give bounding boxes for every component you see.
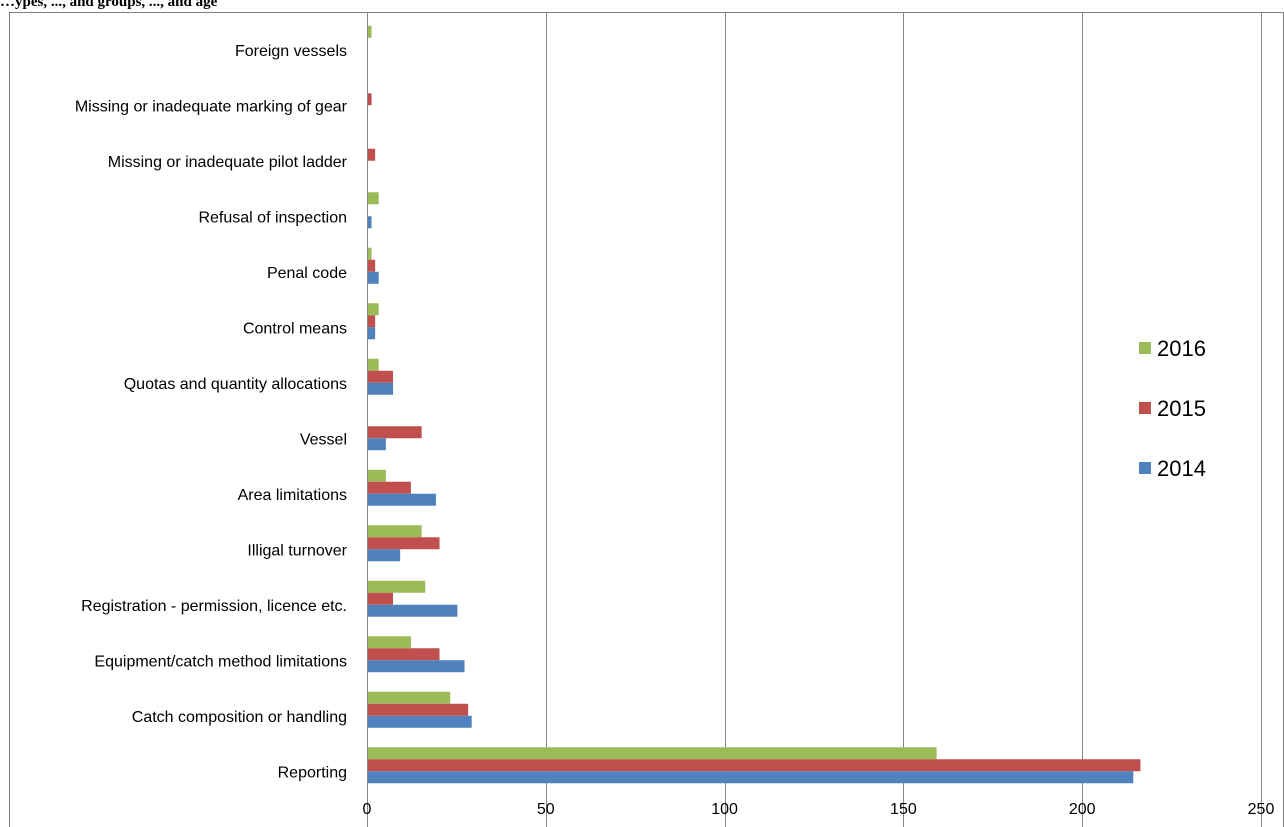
- bar-2015: [368, 537, 440, 550]
- category-label: Equipment/catch method limitations: [94, 653, 347, 670]
- category-label: Control means: [243, 320, 347, 337]
- bar-2014: [368, 216, 372, 229]
- bar-2014: [368, 604, 458, 617]
- bar-2015: [368, 148, 376, 161]
- bar-2014: [368, 715, 472, 728]
- category-label: Catch composition or handling: [132, 709, 347, 726]
- category-label: Vessel: [300, 431, 347, 448]
- legend-swatch-2015: [1139, 402, 1151, 414]
- bar-2014: [368, 382, 394, 395]
- bar-2015: [368, 759, 1141, 772]
- chart-border: [9, 12, 1284, 827]
- bar-2016: [368, 469, 386, 482]
- bar-2016: [368, 303, 379, 316]
- bars: [368, 25, 1141, 784]
- bar-2015: [368, 481, 411, 494]
- bar-2016: [368, 580, 426, 593]
- bar-2015: [368, 259, 376, 272]
- bar-2014: [368, 771, 1134, 784]
- bar-2016: [368, 25, 372, 38]
- category-label: Missing or inadequate pilot ladder: [108, 154, 348, 171]
- legend-label-2014: 2014: [1157, 456, 1206, 481]
- category-label: Foreign vessels: [235, 43, 347, 60]
- x-axis-tick-labels: 0 50 100 150 200 250: [363, 801, 1275, 818]
- legend-label-2016: 2016: [1157, 336, 1206, 361]
- category-label: Area limitations: [238, 487, 347, 504]
- bar-2014: [368, 549, 401, 562]
- bar-2015: [368, 592, 394, 605]
- category-label: Penal code: [267, 265, 347, 282]
- bar-2015: [368, 426, 422, 439]
- page-caption: …ypes, ..., and groups, ..., and age: [0, 0, 218, 10]
- legend-swatch-2014: [1139, 462, 1151, 474]
- category-label: Illigal turnover: [247, 542, 347, 559]
- bar-2014: [368, 438, 386, 451]
- bar-2015: [368, 648, 440, 661]
- legend-label-2015: 2015: [1157, 396, 1206, 421]
- x-tick-label: 200: [1069, 801, 1096, 818]
- category-label: Missing or inadequate marking of gear: [75, 98, 348, 115]
- bar-2014: [368, 271, 379, 284]
- bar-2015: [368, 93, 372, 106]
- legend-swatch-2016: [1139, 342, 1151, 354]
- bar-2016: [368, 192, 379, 205]
- bar-2015: [368, 703, 469, 716]
- bar-2016: [368, 636, 411, 649]
- legend: 2016 2015 2014: [1139, 336, 1206, 481]
- bar-2015: [368, 315, 376, 328]
- category-label: Refusal of inspection: [198, 209, 347, 226]
- x-tick-label: 50: [537, 801, 555, 818]
- gridlines: [367, 12, 1262, 827]
- x-tick-label: 0: [363, 801, 372, 818]
- x-tick-label: 250: [1248, 801, 1275, 818]
- category-label: Registration - permission, licence etc.: [81, 598, 347, 615]
- bar-2016: [368, 525, 422, 538]
- category-label: Reporting: [278, 764, 347, 781]
- bar-2016: [368, 358, 379, 371]
- bar-2016: [368, 247, 372, 260]
- bar-2014: [368, 493, 436, 506]
- bar-2015: [368, 370, 394, 383]
- bar-2016: [368, 747, 937, 760]
- category-label: Quotas and quantity allocations: [124, 376, 347, 393]
- chart-frame: [9, 12, 1284, 827]
- bar-2016: [368, 691, 451, 704]
- category-labels: Foreign vessels Missing or inadequate mar…: [75, 43, 348, 782]
- x-tick-label: 100: [711, 801, 738, 818]
- bar-2014: [368, 660, 465, 673]
- bar-2014: [368, 327, 376, 340]
- x-tick-label: 150: [890, 801, 917, 818]
